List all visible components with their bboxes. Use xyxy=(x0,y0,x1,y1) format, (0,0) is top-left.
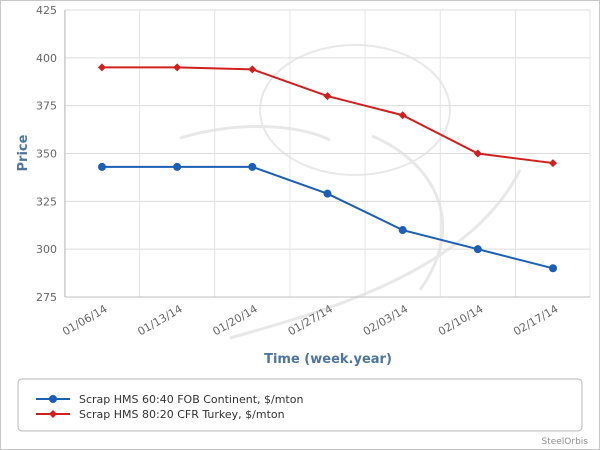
legend-marker xyxy=(49,410,57,418)
y-tick-label: 350 xyxy=(36,148,57,161)
legend: Scrap HMS 60:40 FOB Continent, $/mton Scr… xyxy=(17,378,583,432)
data-point[interactable] xyxy=(173,162,182,171)
legend-label: Scrap HMS 80:20 CFR Turkey, $/mton xyxy=(79,408,285,421)
data-point[interactable] xyxy=(323,92,332,101)
data-point[interactable] xyxy=(473,245,482,254)
y-tick-label: 425 xyxy=(36,4,57,17)
x-tick-label: 01/13/14 xyxy=(135,302,184,338)
legend-marker xyxy=(49,395,57,403)
data-point[interactable] xyxy=(248,65,257,74)
legend-box xyxy=(17,378,583,432)
y-tick-label: 400 xyxy=(36,52,57,65)
data-point[interactable] xyxy=(473,149,482,158)
series-line xyxy=(102,66,554,165)
x-axis-title: Time (week.year) xyxy=(264,352,392,367)
x-tick-label: 02/10/14 xyxy=(436,302,485,338)
y-tick-label: 375 xyxy=(36,100,57,113)
data-point[interactable] xyxy=(173,63,182,72)
series-layer xyxy=(98,63,557,273)
data-point[interactable] xyxy=(248,162,257,171)
grid-layer xyxy=(63,9,591,298)
y-tick-label: 300 xyxy=(36,243,57,256)
data-point[interactable] xyxy=(98,162,106,171)
y-axis-title: Price xyxy=(16,134,31,171)
data-point[interactable] xyxy=(398,111,407,120)
data-point[interactable] xyxy=(549,159,557,168)
x-tick-label: 02/17/14 xyxy=(511,302,560,338)
data-point[interactable] xyxy=(323,189,332,198)
data-point[interactable] xyxy=(549,264,557,273)
data-point[interactable] xyxy=(98,63,106,72)
legend-label: Scrap HMS 60:40 FOB Continent, $/mton xyxy=(79,393,303,406)
x-tick-label: 01/06/14 xyxy=(60,302,109,338)
x-tick-label: 02/03/14 xyxy=(361,302,410,338)
data-point[interactable] xyxy=(398,226,407,235)
watermark-logo xyxy=(179,44,522,340)
y-tick-label: 275 xyxy=(36,291,57,304)
y-tick-label: 325 xyxy=(36,195,57,208)
credit-text: SteelOrbis xyxy=(541,437,588,447)
